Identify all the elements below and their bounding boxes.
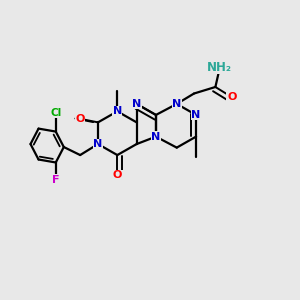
Text: O: O — [76, 114, 85, 124]
Text: N: N — [151, 132, 160, 142]
Text: NH₂: NH₂ — [207, 61, 232, 74]
Text: Cl: Cl — [50, 108, 61, 118]
Text: F: F — [52, 175, 59, 185]
Text: N: N — [132, 99, 141, 109]
Text: N: N — [172, 99, 182, 109]
Text: O: O — [112, 170, 122, 180]
Text: N: N — [191, 110, 201, 120]
Text: N: N — [113, 106, 122, 116]
Text: N: N — [93, 139, 103, 149]
Text: O: O — [227, 92, 236, 102]
